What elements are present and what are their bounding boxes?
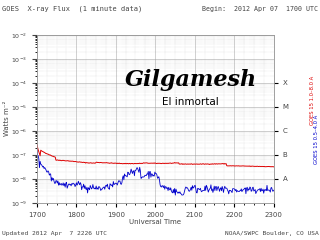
Text: Begin:  2012 Apr 07  1700 UTC: Begin: 2012 Apr 07 1700 UTC xyxy=(202,6,318,12)
Text: GOES  X-ray Flux  (1 minute data): GOES X-ray Flux (1 minute data) xyxy=(2,6,142,12)
Text: Gilgamesh: Gilgamesh xyxy=(125,69,257,91)
Text: GOES 15 0.5–4.0 A: GOES 15 0.5–4.0 A xyxy=(314,114,319,164)
X-axis label: Universal Time: Universal Time xyxy=(129,219,181,225)
Text: Updated 2012 Apr  7 2226 UTC: Updated 2012 Apr 7 2226 UTC xyxy=(2,231,107,236)
Text: NOAA/SWPC Boulder, CO USA: NOAA/SWPC Boulder, CO USA xyxy=(225,231,318,236)
Y-axis label: Watts m⁻²: Watts m⁻² xyxy=(4,101,10,137)
Text: El inmortal: El inmortal xyxy=(162,97,219,107)
Text: GOES 15 1.0–8.0 A: GOES 15 1.0–8.0 A xyxy=(309,76,315,126)
